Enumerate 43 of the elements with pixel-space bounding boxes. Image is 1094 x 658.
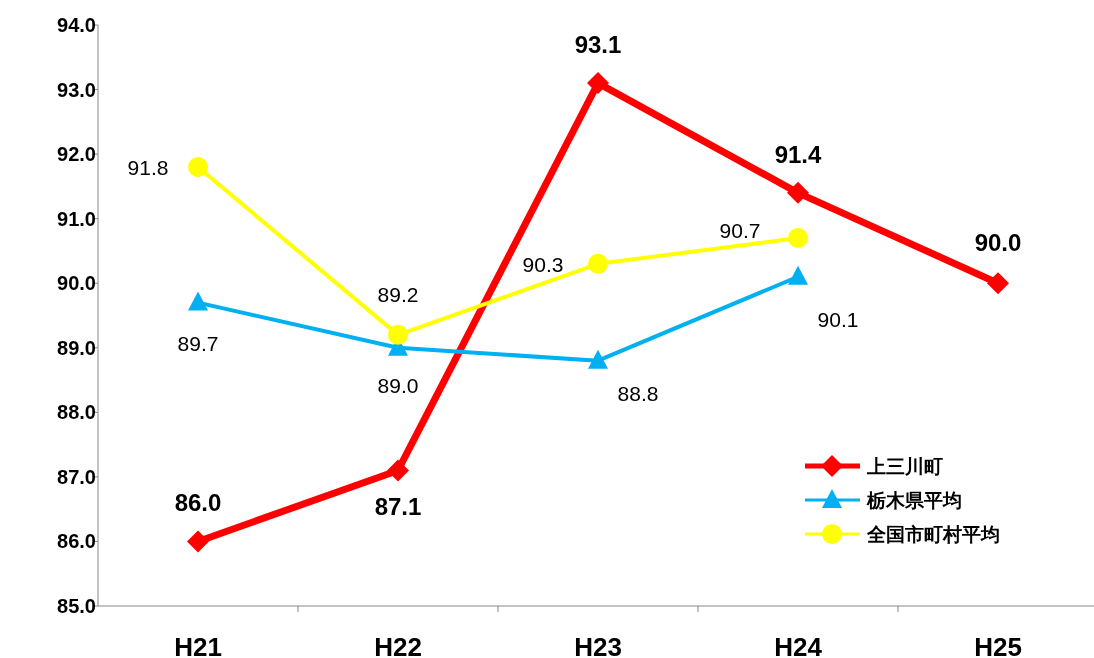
y-tick-label: 91.0: [57, 207, 96, 230]
legend-label: 上三川町: [866, 456, 943, 477]
data-label: 89.2: [377, 282, 419, 306]
x-tick-label: H24: [774, 632, 823, 658]
legend-label: 栃木県平均: [866, 490, 962, 511]
y-tick-label: 89.0: [57, 336, 96, 359]
point: [788, 228, 808, 249]
x-tick-label: H22: [374, 632, 422, 658]
data-label: 90.7: [719, 219, 761, 243]
point: [787, 181, 809, 204]
point: [588, 349, 608, 369]
y-tick-label: 92.0: [57, 143, 96, 166]
data-label: 89.7: [177, 331, 219, 355]
data-label: 87.1: [374, 493, 422, 521]
point: [188, 157, 208, 178]
y-tick-label: 86.0: [57, 530, 96, 553]
data-label: 93.1: [574, 31, 622, 59]
data-label: 90.1: [817, 307, 859, 331]
x-tick-label: H23: [574, 632, 622, 658]
y-tick-label: 94.0: [57, 14, 96, 36]
y-tick-label: 88.0: [57, 401, 96, 424]
y-tick-label: 85.0: [57, 595, 96, 617]
legend-label: 全国市町村平均: [866, 524, 1000, 545]
data-label: 86.0: [174, 489, 222, 517]
point: [188, 291, 208, 311]
data-label: 88.8: [617, 381, 659, 405]
y-tick-label: 90.0: [57, 272, 96, 295]
y-tick-label: 87.0: [57, 465, 96, 488]
data-label: 91.4: [774, 140, 822, 168]
point: [788, 265, 808, 285]
point: [987, 272, 1009, 295]
data-label: 90.3: [522, 252, 564, 276]
x-tick-label: H25: [974, 632, 1022, 658]
point: [388, 324, 408, 345]
y-tick-label: 93.0: [57, 78, 96, 101]
data-label: 91.8: [127, 156, 169, 180]
point: [387, 459, 409, 482]
data-label: 89.0: [377, 373, 419, 397]
point: [187, 530, 209, 553]
point: [588, 253, 608, 274]
x-tick-label: H21: [174, 632, 222, 658]
point: [587, 72, 609, 95]
data-label: 90.0: [974, 229, 1022, 257]
